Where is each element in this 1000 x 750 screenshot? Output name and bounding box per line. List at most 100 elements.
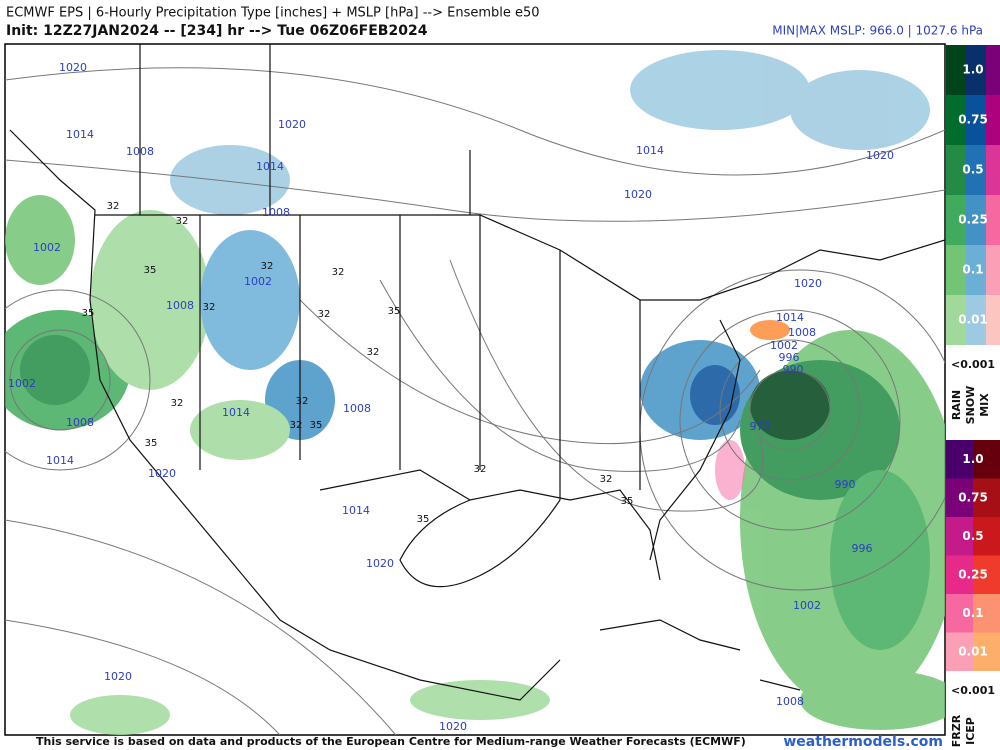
temperature-label: 32 bbox=[176, 216, 189, 227]
isobar-label: 1002 bbox=[8, 377, 36, 390]
isobar-label: 1014 bbox=[46, 454, 74, 467]
legend-swatch bbox=[973, 478, 1000, 517]
legend-swatch bbox=[966, 295, 986, 345]
legend-level: 0.25 bbox=[958, 567, 988, 581]
temperature-label: 35 bbox=[388, 306, 401, 317]
isobar-label: 1014 bbox=[776, 311, 804, 324]
legend-swatch bbox=[946, 45, 966, 95]
legend-level: 0.1 bbox=[962, 263, 983, 277]
legend-swatch bbox=[966, 45, 986, 95]
legend-swatch bbox=[973, 594, 1000, 633]
isobar-label: 1020 bbox=[59, 61, 87, 74]
legend-swatch bbox=[946, 632, 973, 671]
temperature-label: 32 bbox=[171, 398, 184, 409]
legend-level: 0.75 bbox=[958, 113, 988, 127]
isobar-label: 1008 bbox=[262, 206, 290, 219]
legend-swatch bbox=[986, 295, 1000, 345]
temperature-label: 32 bbox=[203, 302, 216, 313]
temperature-label: 35 bbox=[621, 496, 634, 507]
legend-level: 0.5 bbox=[962, 529, 983, 543]
temperature-label: 32 bbox=[261, 261, 274, 272]
isobar-label: 1002 bbox=[793, 599, 821, 612]
isobar-label: 1008 bbox=[126, 145, 154, 158]
isobar-label: 1020 bbox=[866, 149, 894, 162]
legend-type: FRZR bbox=[950, 714, 963, 747]
isobar-label: 1002 bbox=[770, 339, 798, 352]
legend-below: <0.001 bbox=[951, 684, 995, 697]
legend-level: 0.1 bbox=[962, 606, 983, 620]
isobar-label: 1020 bbox=[794, 277, 822, 290]
legend-swatch bbox=[946, 440, 973, 479]
legend-type: SNOW bbox=[964, 386, 977, 425]
temperature-label: 35 bbox=[144, 265, 157, 276]
legend-swatch bbox=[946, 555, 973, 594]
legend-swatch bbox=[946, 295, 966, 345]
legend-swatch bbox=[986, 45, 1000, 95]
legend-level: 0.5 bbox=[962, 163, 983, 177]
isobar-label: 1020 bbox=[624, 188, 652, 201]
site: weathermodels.com bbox=[783, 734, 943, 750]
temperature-label: 35 bbox=[145, 438, 158, 449]
legend-swatch bbox=[986, 245, 1000, 295]
isobar-label: 1014 bbox=[66, 128, 94, 141]
isobar-label: 1008 bbox=[166, 299, 194, 312]
legend-level: 0.25 bbox=[958, 213, 988, 227]
legend-swatch bbox=[946, 195, 966, 245]
legend-swatch bbox=[986, 195, 1000, 245]
isobar-label: 1008 bbox=[788, 326, 816, 339]
isobar-label: 1020 bbox=[278, 118, 306, 131]
isobar-label: 1020 bbox=[104, 670, 132, 683]
map: 1020101410081020101410081002100210081002… bbox=[4, 43, 946, 736]
mslp-range: MIN|MAX MSLP: 966.0 | 1027.6 hPa bbox=[772, 24, 983, 38]
isobar-label: 1014 bbox=[636, 144, 664, 157]
isobar-label: 1008 bbox=[776, 695, 804, 708]
legend-swatch bbox=[946, 145, 966, 195]
legend-swatch bbox=[946, 95, 966, 145]
legend-below: <0.001 bbox=[951, 358, 995, 371]
legend-swatch bbox=[986, 95, 1000, 145]
legend-swatch bbox=[986, 145, 1000, 195]
credit: This service is based on data and produc… bbox=[36, 735, 746, 748]
legend-swatch bbox=[973, 517, 1000, 556]
temperature-label: 32 bbox=[474, 464, 487, 475]
isobar-label: 996 bbox=[779, 351, 800, 364]
isobar-label: 1020 bbox=[148, 467, 176, 480]
legend-swatch bbox=[973, 555, 1000, 594]
legend-swatch bbox=[946, 245, 966, 295]
legend-level: 0.75 bbox=[958, 490, 988, 504]
legend-level: 1.0 bbox=[962, 63, 983, 77]
legend-swatch bbox=[966, 145, 986, 195]
legend-level: 0.01 bbox=[958, 313, 988, 327]
legend-swatch bbox=[946, 517, 973, 556]
temperature-label: 32 bbox=[332, 267, 345, 278]
isobar-label: 1002 bbox=[244, 275, 272, 288]
isobar-label: 990 bbox=[835, 478, 856, 491]
isobar-label: 1020 bbox=[439, 720, 467, 733]
temperature-label: 32 bbox=[318, 309, 331, 320]
legend-level: 1.0 bbox=[962, 452, 983, 466]
temperature-label: 35 bbox=[417, 514, 430, 525]
isobar-label: 996 bbox=[852, 542, 873, 555]
isobar-label: 1020 bbox=[366, 557, 394, 570]
temperature-label: 35 bbox=[82, 308, 95, 319]
temperature-label: 35 bbox=[310, 420, 323, 431]
legend-type: ICEP bbox=[964, 717, 977, 745]
legend-swatch bbox=[946, 594, 973, 633]
isobar-label: 1008 bbox=[343, 402, 371, 415]
legend-type: MIX bbox=[978, 393, 991, 417]
isobar-label: 1014 bbox=[342, 504, 370, 517]
title: ECMWF EPS | 6-Hourly Precipitation Type … bbox=[6, 6, 540, 21]
legend-swatch bbox=[966, 195, 986, 245]
legend-swatch bbox=[966, 245, 986, 295]
isobar-label: 1014 bbox=[256, 160, 284, 173]
isobar-label: 1002 bbox=[33, 241, 61, 254]
temperature-label: 32 bbox=[367, 347, 380, 358]
isobar-label: 990 bbox=[783, 363, 804, 376]
legend-swatch bbox=[966, 95, 986, 145]
temperature-label: 32 bbox=[600, 474, 613, 485]
legend-type: RAIN bbox=[950, 390, 963, 420]
subtitle: Init: 12Z27JAN2024 -- [234] hr --> Tue 0… bbox=[6, 23, 428, 39]
legend-swatch bbox=[973, 632, 1000, 671]
isobar-label: 978 bbox=[750, 420, 771, 433]
